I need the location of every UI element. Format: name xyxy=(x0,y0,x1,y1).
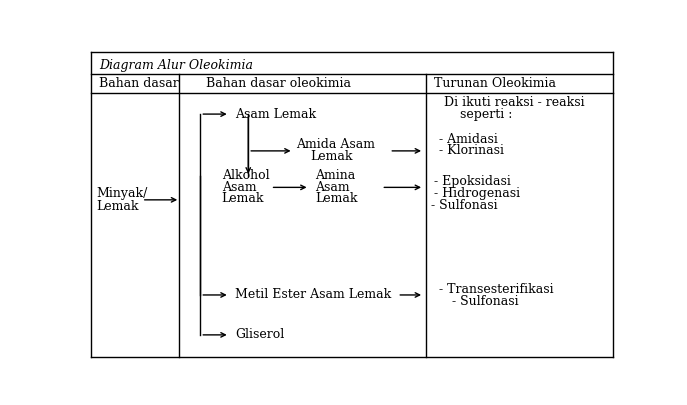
Text: Bahan dasar oleokimia: Bahan dasar oleokimia xyxy=(205,77,350,90)
Text: Lemak: Lemak xyxy=(222,192,264,205)
Text: Metil Ester Asam Lemak: Metil Ester Asam Lemak xyxy=(235,288,391,301)
Text: - Hidrogenasi: - Hidrogenasi xyxy=(433,187,519,200)
Text: Asam: Asam xyxy=(222,181,256,194)
Text: Minyak/: Minyak/ xyxy=(96,187,148,200)
Text: Asam: Asam xyxy=(315,181,350,194)
Text: - Sulfonasi: - Sulfonasi xyxy=(452,295,519,308)
Text: seperti :: seperti : xyxy=(460,108,513,121)
Text: Alkohol: Alkohol xyxy=(222,169,269,182)
Text: Lemak: Lemak xyxy=(96,200,139,213)
Text: - Transesterifikasi: - Transesterifikasi xyxy=(439,283,554,296)
Text: Diagram Alur Oleokimia: Diagram Alur Oleokimia xyxy=(99,59,254,72)
Text: - Amidasi: - Amidasi xyxy=(439,132,498,145)
Text: Amina: Amina xyxy=(315,169,355,182)
Text: - Epoksidasi: - Epoksidasi xyxy=(433,175,510,188)
Text: Bahan dasar: Bahan dasar xyxy=(99,77,179,90)
Text: Turunan Oleokimia: Turunan Oleokimia xyxy=(433,77,556,90)
Text: Lemak: Lemak xyxy=(311,150,353,163)
Text: - Klorinasi: - Klorinasi xyxy=(439,145,504,158)
Text: - Sulfonasi: - Sulfonasi xyxy=(431,199,497,212)
Text: Di ikuti reaksi - reaksi: Di ikuti reaksi - reaksi xyxy=(444,96,585,109)
Text: Amida Asam: Amida Asam xyxy=(296,138,375,151)
Text: Lemak: Lemak xyxy=(315,192,357,205)
Text: Asam Lemak: Asam Lemak xyxy=(235,108,316,121)
Text: Gliserol: Gliserol xyxy=(235,328,284,341)
